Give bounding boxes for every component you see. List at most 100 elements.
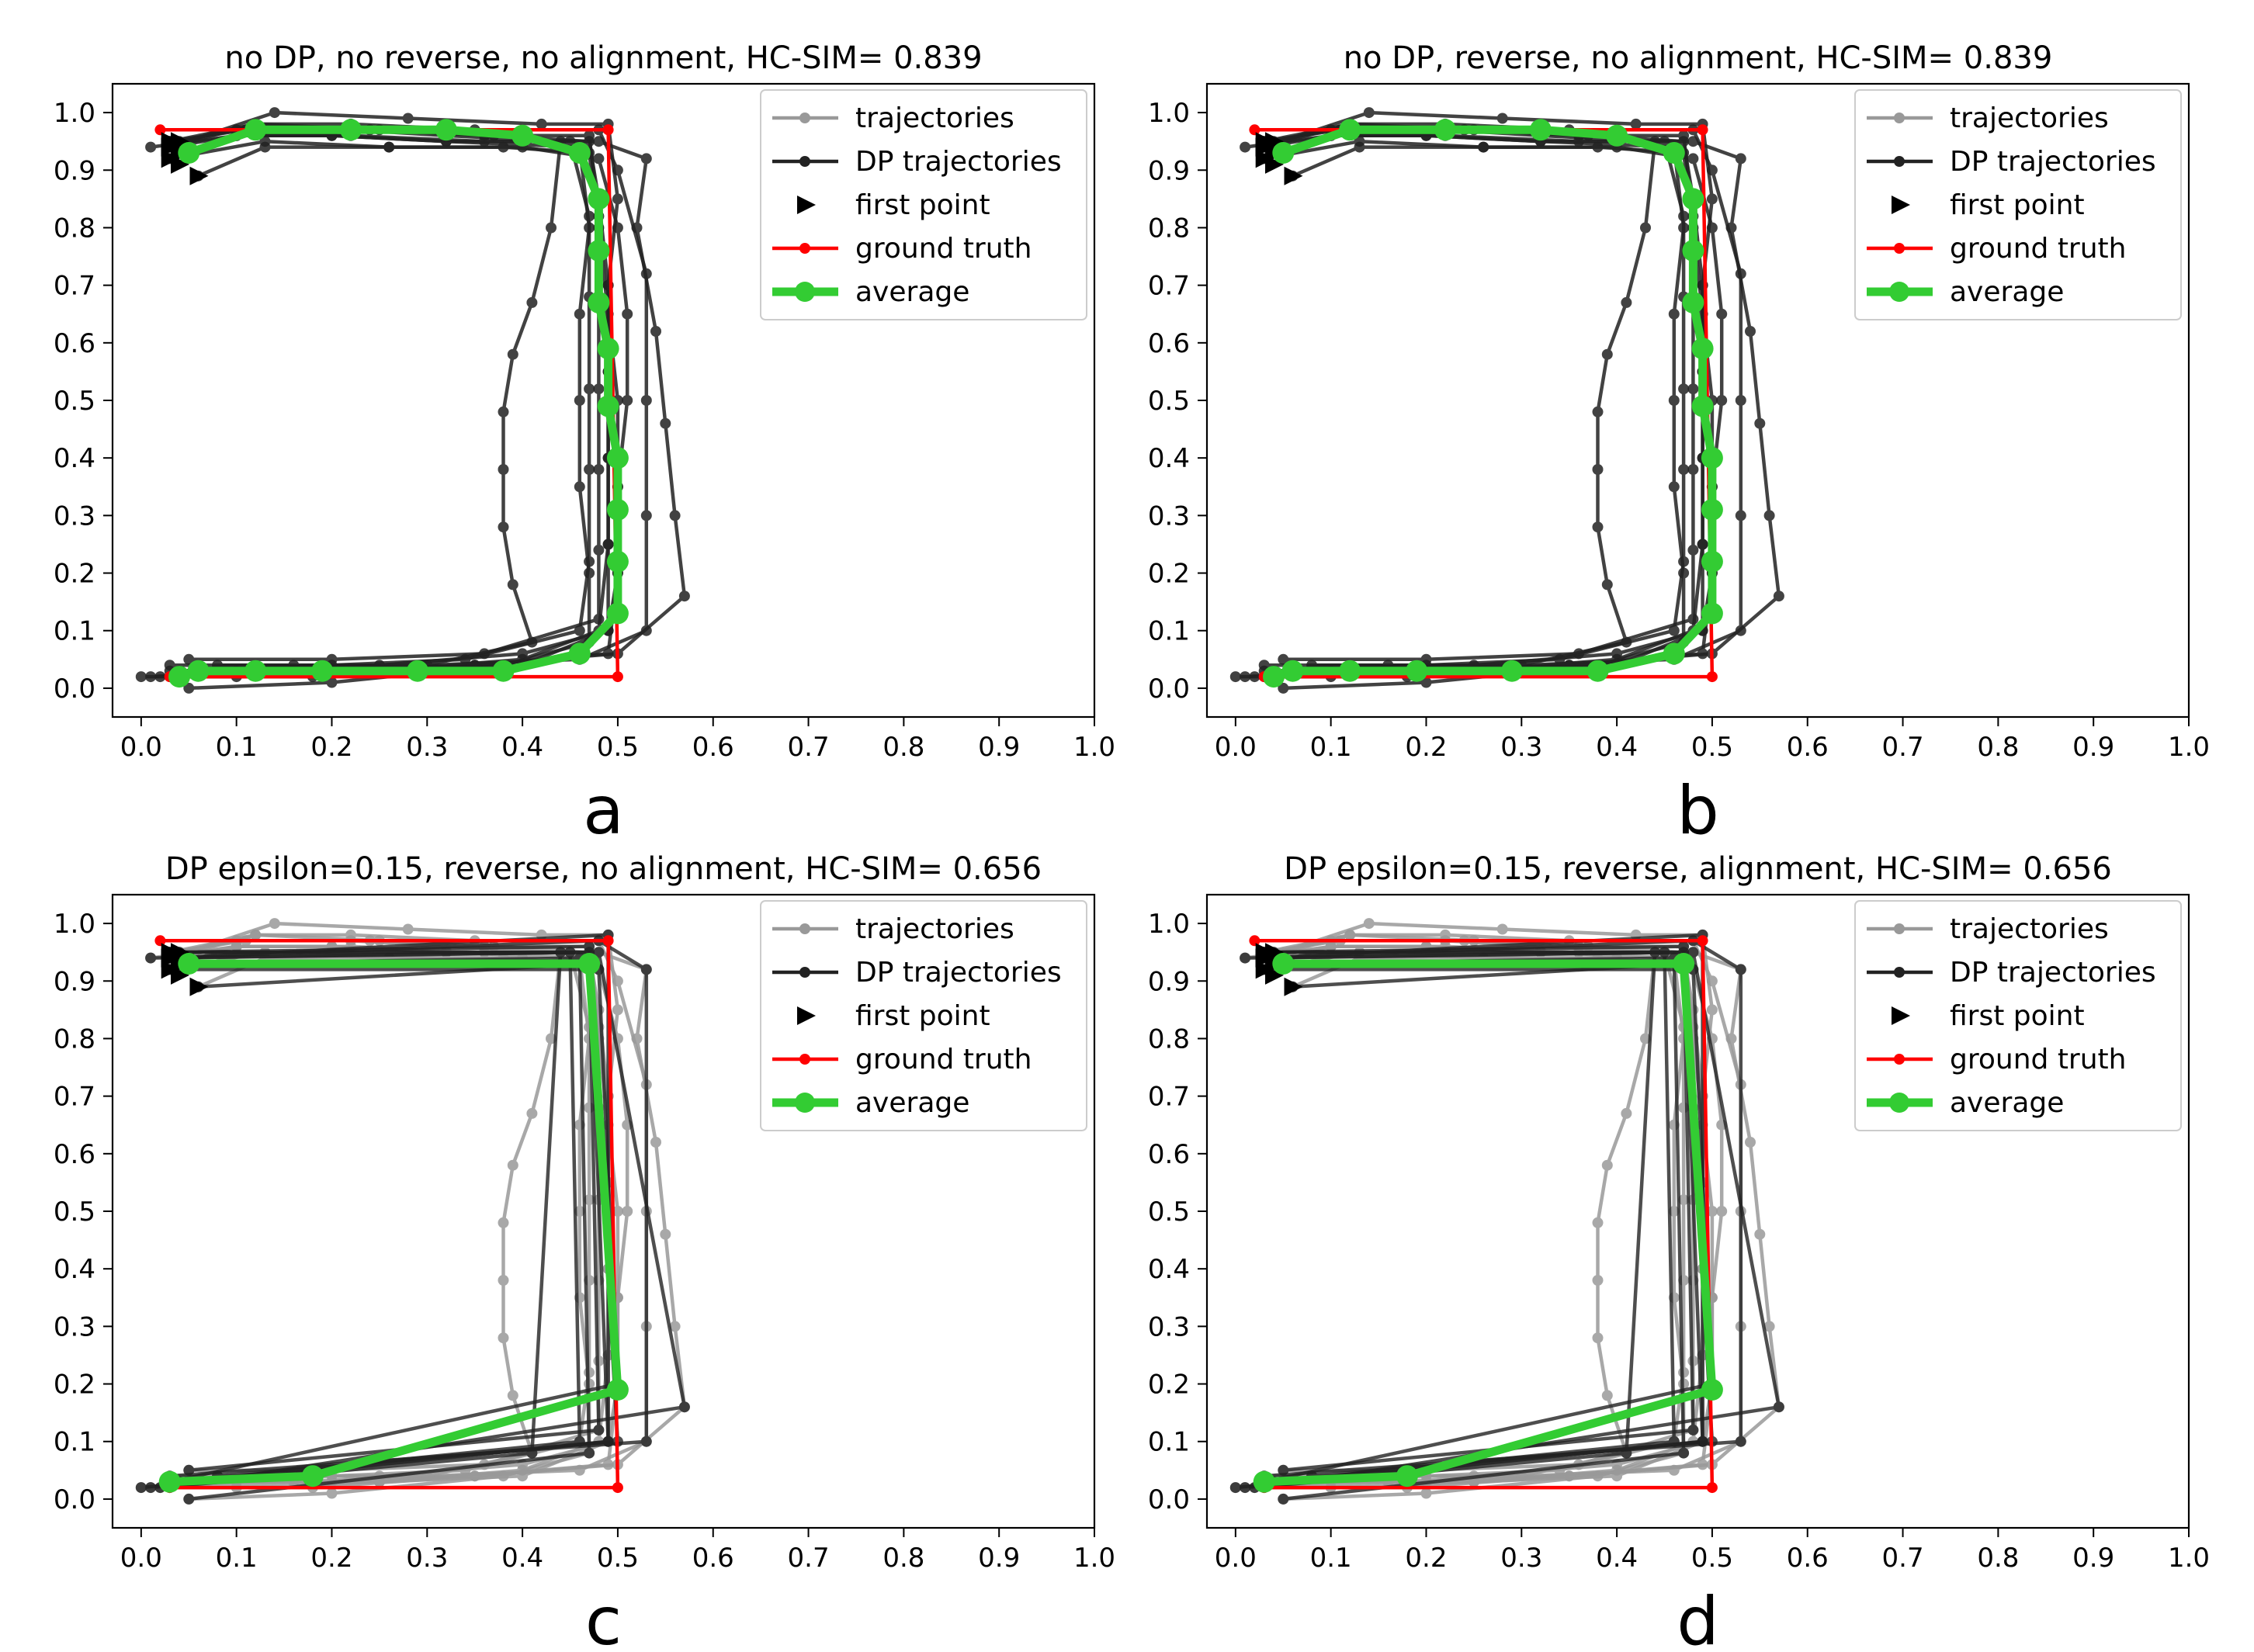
dp-trajectory-line — [1233, 950, 1704, 1490]
legend-box — [760, 89, 1087, 320]
panel-title: no DP, no reverse, no alignment, HC-SIM=… — [224, 40, 982, 76]
legend-label: average — [1950, 276, 2064, 308]
dp-trajectory — [1258, 124, 1699, 665]
average — [168, 119, 629, 688]
ground-truth-marker — [1249, 124, 1261, 136]
legend-swatch-triangle — [797, 1006, 816, 1025]
dp-trajectory-marker — [612, 165, 623, 176]
y-tick-label: 0.0 — [1148, 674, 1190, 705]
x-tick-label: 0.2 — [310, 1543, 352, 1574]
trajectory-marker — [326, 1487, 338, 1499]
dp-trajectory-marker — [669, 510, 681, 521]
trajectory-marker — [402, 923, 414, 935]
average-marker — [578, 953, 601, 975]
dp-trajectory-marker — [1258, 660, 1270, 671]
legend-swatch-marker — [1889, 1093, 1909, 1113]
dp-trajectory-line — [1262, 968, 1715, 1484]
ground-truth-marker — [612, 671, 623, 683]
trajectory-marker — [231, 940, 242, 952]
dp-trajectory — [174, 952, 595, 1505]
x-tick-label: 0.8 — [1977, 1543, 2019, 1574]
trajectory-marker — [1325, 940, 1337, 952]
legend-label: first point — [855, 189, 990, 221]
legend-swatch-triangle — [1892, 196, 1910, 214]
dp-trajectory-marker — [1687, 136, 1699, 147]
dp-trajectory-marker — [1763, 510, 1775, 521]
dp-trajectory-marker — [1773, 590, 1784, 602]
dp-trajectory-marker — [1240, 141, 1251, 153]
average-marker — [311, 660, 334, 682]
dp-trajectory-marker — [1668, 481, 1680, 493]
ground-truth-line — [1253, 128, 1715, 679]
dp-trajectory-line — [148, 933, 610, 1490]
dp-trajectory-marker — [1735, 964, 1746, 975]
dp-trajectory-marker — [383, 141, 395, 153]
panel-letter: b — [1677, 772, 1719, 850]
dp-trajectory-marker — [259, 141, 271, 153]
dp-trajectory-marker — [1592, 141, 1604, 153]
dp-trajectory-marker — [584, 556, 595, 567]
y-tick-label: 0.0 — [54, 674, 95, 705]
trajectory-marker — [1496, 923, 1508, 935]
y-tick-label: 0.7 — [54, 1082, 95, 1113]
legend-box — [1854, 89, 2182, 320]
legend-swatch-marker — [1894, 1054, 1905, 1065]
x-tick-label: 0.3 — [406, 732, 448, 763]
dp-trajectory-marker — [1659, 947, 1670, 958]
x-tick-label: 0.5 — [597, 1543, 639, 1574]
dp-trajectory-marker — [678, 590, 690, 602]
dp-trajectory — [164, 940, 605, 1476]
dp-trajectory-marker — [459, 653, 471, 665]
dp-trajectory-marker — [564, 136, 576, 147]
trajectory-marker — [469, 1470, 480, 1482]
dp-trajectory-marker — [164, 660, 175, 671]
y-tick-label: 0.4 — [54, 443, 95, 474]
legend: trajectories DP trajectories first point gr… — [1854, 89, 2182, 320]
x-tick-label: 0.8 — [1977, 732, 2019, 763]
trajectory-marker — [1592, 1275, 1604, 1286]
average-marker — [606, 498, 629, 521]
dp-trajectory-marker — [269, 107, 280, 119]
dp-trajectory-marker — [1621, 296, 1632, 308]
y-tick-label: 0.1 — [1148, 1427, 1190, 1458]
x-tick-label: 0.0 — [1215, 732, 1257, 763]
y-tick-label: 1.0 — [54, 98, 95, 129]
y-tick-label: 0.2 — [1148, 1370, 1190, 1401]
x-tick-label: 0.8 — [883, 1543, 924, 1574]
legend-label: average — [855, 276, 969, 308]
x-tick-label: 0.3 — [1500, 732, 1542, 763]
x-tick-label: 0.9 — [978, 1543, 1020, 1574]
legend-swatch-marker — [799, 967, 810, 978]
x-tick-label: 0.1 — [1310, 1543, 1352, 1574]
first-point-marker — [189, 166, 209, 185]
dp-trajectory-marker — [183, 1493, 195, 1505]
dp-trajectory-marker — [1278, 653, 1289, 665]
plot-area — [135, 918, 690, 1505]
dp-trajectory-line — [1262, 122, 1743, 667]
legend-label: trajectories — [855, 102, 1014, 134]
average-marker — [1682, 188, 1704, 210]
average-marker — [1339, 660, 1361, 682]
panel-letter: d — [1677, 1583, 1719, 1652]
legend-label: ground truth — [855, 233, 1032, 265]
average-marker — [1529, 119, 1552, 141]
trajectory — [1268, 940, 1690, 1505]
dp-trajectory-marker — [1706, 165, 1718, 176]
dp-trajectory-marker — [1687, 153, 1699, 165]
dp-trajectory — [135, 118, 614, 683]
y-tick-label: 0.6 — [54, 328, 95, 359]
trajectory-marker — [612, 1004, 623, 1016]
dp-trajectory-marker — [1630, 118, 1642, 130]
y-tick-label: 0.6 — [1148, 1139, 1190, 1170]
y-tick-label: 0.3 — [54, 1311, 95, 1342]
x-tick-label: 0.7 — [1882, 732, 1924, 763]
dp-trajectory-marker — [145, 141, 157, 153]
trajectory-marker — [650, 1137, 661, 1148]
dp-trajectory-marker — [1706, 222, 1718, 234]
trajectory — [164, 935, 605, 1476]
average-marker — [1691, 338, 1714, 360]
dp-trajectory-marker — [640, 964, 652, 975]
dp-trajectory-line — [158, 128, 563, 679]
dp-trajectory-marker — [1687, 613, 1699, 625]
average-marker — [606, 1379, 629, 1401]
